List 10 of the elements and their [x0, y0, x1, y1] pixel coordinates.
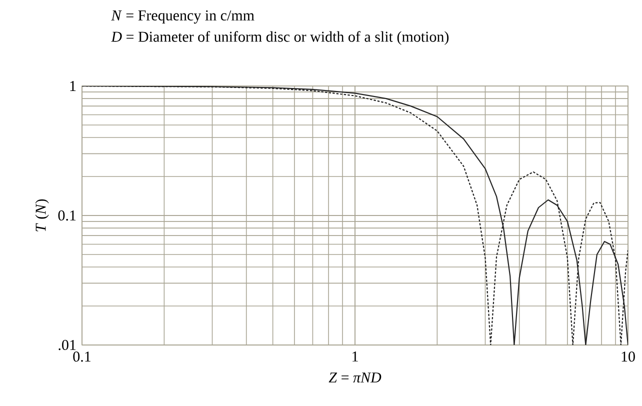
- x-tick-label: 1: [352, 352, 358, 362]
- text: D = Diameter of uniform disc or width of a slit (motion): [111, 31, 449, 45]
- x-tick-label: 10: [622, 352, 635, 362]
- y-axis-title: T (N): [35, 199, 49, 232]
- x-axis-title: Z = πND: [328, 372, 382, 383]
- y-tick-label: 1: [70, 81, 76, 91]
- text: N = Frequency in c/mm: [111, 10, 254, 24]
- y-tick-label: 0.1: [58, 210, 76, 221]
- y-tick-label: .01: [58, 340, 76, 350]
- x-tick-label: 0.1: [73, 352, 90, 362]
